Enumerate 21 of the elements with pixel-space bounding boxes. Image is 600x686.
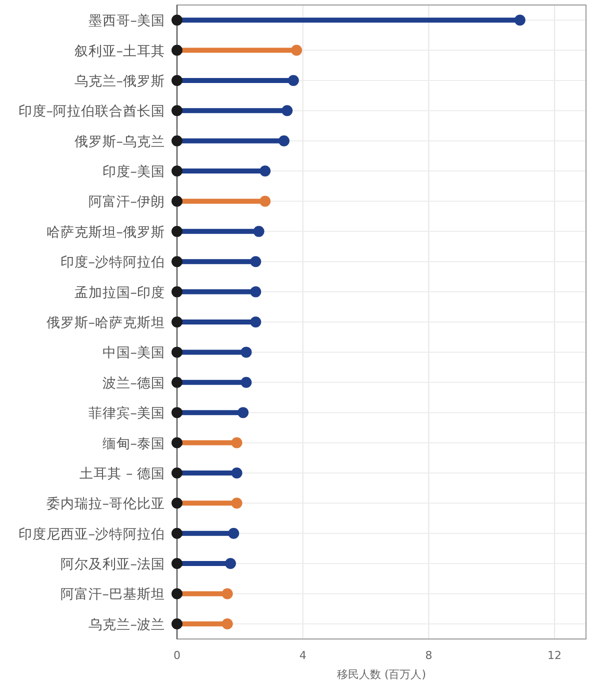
category: 中国–美国 [102,345,165,362]
category: 乌克兰–俄罗斯 [74,73,165,90]
category: 阿尔及利亚–法国 [60,556,165,573]
category: 波兰–德国 [102,375,165,392]
category: 孟加拉国–印度 [74,284,165,301]
category: 俄罗斯–乌克兰 [74,134,165,150]
category: 阿富汗–伊朗 [88,194,165,210]
category: 印度–阿拉伯联合酋长国 [18,104,165,120]
category: 缅甸–泰国 [102,436,165,452]
category: 印度–沙特阿拉伯 [60,254,165,271]
category: 印度尼西亚–沙特阿拉伯 [18,526,165,542]
category: 叙利亚–土耳其 [74,43,165,60]
category: 阿富汗–巴基斯坦 [60,586,165,603]
category: 乌克兰–波兰 [88,616,165,633]
category: 土耳其 – 德国 [80,466,165,482]
category: 哈萨克斯坦–俄罗斯 [46,224,165,240]
category: 印度–美国 [102,164,165,180]
category: 墨西哥–美国 [88,13,165,30]
category: 俄罗斯–哈萨克斯坦 [46,315,165,331]
category: 菲律宾–美国 [88,406,165,422]
category: 委内瑞拉–哥伦比亚 [46,496,165,512]
